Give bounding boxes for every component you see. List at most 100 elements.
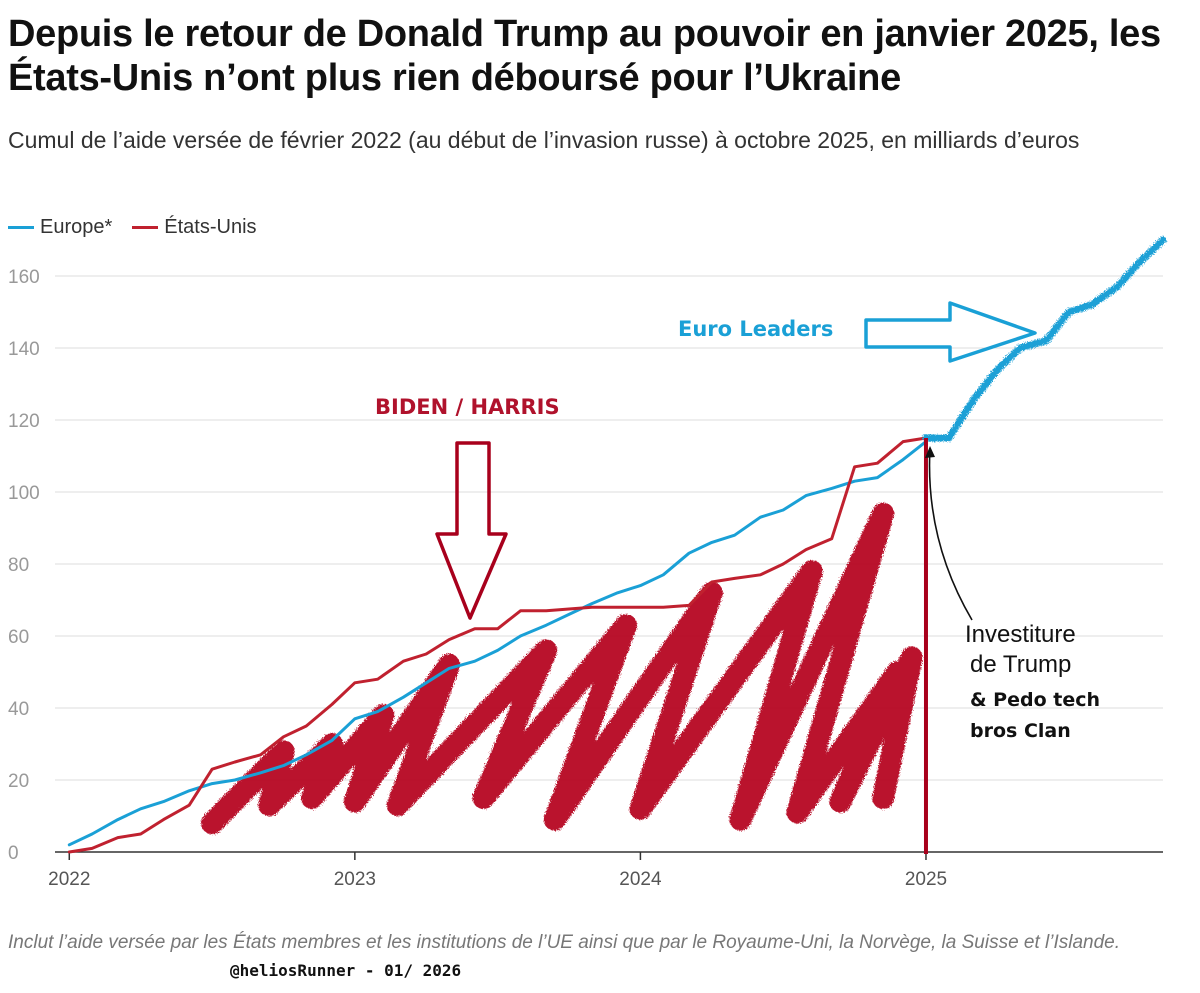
data-point	[1019, 346, 1022, 350]
red-scribble-overlay	[201, 502, 923, 835]
legend-item-europe: Europe*	[8, 216, 112, 239]
data-point	[305, 724, 308, 728]
data-point	[639, 584, 642, 587]
y-tick-label: 100	[8, 483, 40, 504]
data-point	[305, 753, 308, 756]
data-point	[90, 847, 94, 850]
data-point	[830, 537, 833, 540]
legend-swatch-usa	[132, 225, 159, 229]
data-point	[376, 678, 379, 681]
investiture-label: Investiture	[965, 621, 1076, 648]
data-point	[804, 548, 808, 551]
x-tick-label: 2024	[619, 869, 662, 890]
data-point	[662, 573, 665, 576]
data-point	[282, 735, 285, 738]
pedo-label-2: bros Clan	[970, 720, 1071, 742]
data-point	[901, 440, 905, 443]
data-point	[1116, 285, 1119, 288]
legend-label-europe: Europe*	[40, 215, 113, 238]
data-point	[447, 638, 451, 641]
y-tick-label: 80	[8, 555, 29, 576]
data-point	[1138, 260, 1142, 263]
data-point	[876, 476, 879, 479]
data-point	[567, 613, 571, 616]
data-point	[544, 624, 548, 627]
data-point	[116, 818, 120, 821]
data-point	[519, 609, 522, 612]
data-point	[1161, 238, 1165, 242]
data-point	[188, 804, 191, 807]
data-point	[590, 606, 594, 609]
data-point	[519, 634, 522, 638]
data-point	[68, 843, 71, 846]
data-point	[259, 771, 262, 774]
down-arrow-icon	[435, 441, 508, 620]
x-tick-label: 2023	[334, 869, 376, 890]
data-point	[733, 577, 736, 580]
pointer-arrowhead-icon	[925, 446, 935, 458]
data-point	[162, 818, 165, 821]
data-point	[804, 494, 808, 497]
data-point	[473, 627, 476, 630]
data-point	[496, 649, 499, 652]
data-point	[116, 836, 120, 839]
y-tick-label: 160	[8, 267, 40, 288]
data-point	[353, 717, 357, 720]
data-point	[1090, 303, 1093, 306]
data-point	[687, 604, 691, 607]
author-credit: @heliosRunner - 01/ 2026	[230, 961, 462, 980]
data-point	[210, 768, 214, 771]
data-point	[210, 782, 214, 785]
data-point	[876, 462, 879, 465]
data-point	[853, 465, 856, 468]
right-arrow-icon	[864, 301, 1037, 363]
y-tick-label: 120	[8, 411, 40, 432]
legend: Europe* États-Unis	[8, 214, 277, 240]
data-point	[1067, 310, 1070, 314]
data-point	[376, 710, 379, 713]
data-point	[188, 789, 191, 792]
chart-subtitle: Cumul de l’aide versée de février 2022 (…	[8, 127, 1080, 153]
data-point	[447, 667, 451, 670]
data-point	[733, 534, 736, 537]
y-tick-label: 60	[8, 627, 29, 648]
legend-item-usa: États-Unis	[132, 216, 257, 239]
data-point	[781, 508, 785, 512]
x-axis: 2022 2023 2024 2025	[48, 852, 947, 890]
data-point	[353, 681, 357, 684]
data-point	[973, 397, 976, 400]
data-point	[402, 696, 405, 699]
data-point	[330, 703, 334, 706]
annotations: Euro Leaders BIDEN / HARRIS Investiture de …	[375, 301, 1100, 854]
data-point	[853, 480, 856, 483]
data-point	[590, 602, 594, 605]
data-point	[139, 807, 142, 810]
data-point	[425, 681, 428, 684]
legend-swatch-europe	[8, 225, 34, 229]
data-point	[233, 760, 237, 764]
data-point	[639, 606, 642, 609]
biden-harris-label: BIDEN / HARRIS	[375, 395, 560, 419]
data-point	[662, 606, 665, 609]
x-tick-label: 2022	[48, 869, 90, 890]
series-lines	[67, 236, 1167, 854]
y-axis: 0 20 40 60 80 100 120 140 160	[8, 267, 40, 864]
data-point	[139, 832, 142, 836]
y-tick-label: 40	[8, 699, 29, 720]
data-point	[544, 609, 548, 612]
data-point	[473, 660, 476, 663]
data-point	[710, 580, 714, 584]
data-point	[781, 562, 785, 566]
data-point	[830, 487, 833, 490]
data-point	[996, 368, 999, 371]
data-point	[402, 660, 405, 663]
x-tick-label: 2025	[905, 869, 947, 890]
data-point	[233, 778, 237, 782]
data-point	[259, 753, 262, 756]
data-point	[616, 606, 619, 609]
series-line-europe-2025-overlay-	[922, 236, 1167, 442]
investiture-label-2: de Trump	[970, 651, 1071, 678]
y-tick-label: 20	[8, 771, 29, 792]
data-point	[282, 764, 285, 767]
